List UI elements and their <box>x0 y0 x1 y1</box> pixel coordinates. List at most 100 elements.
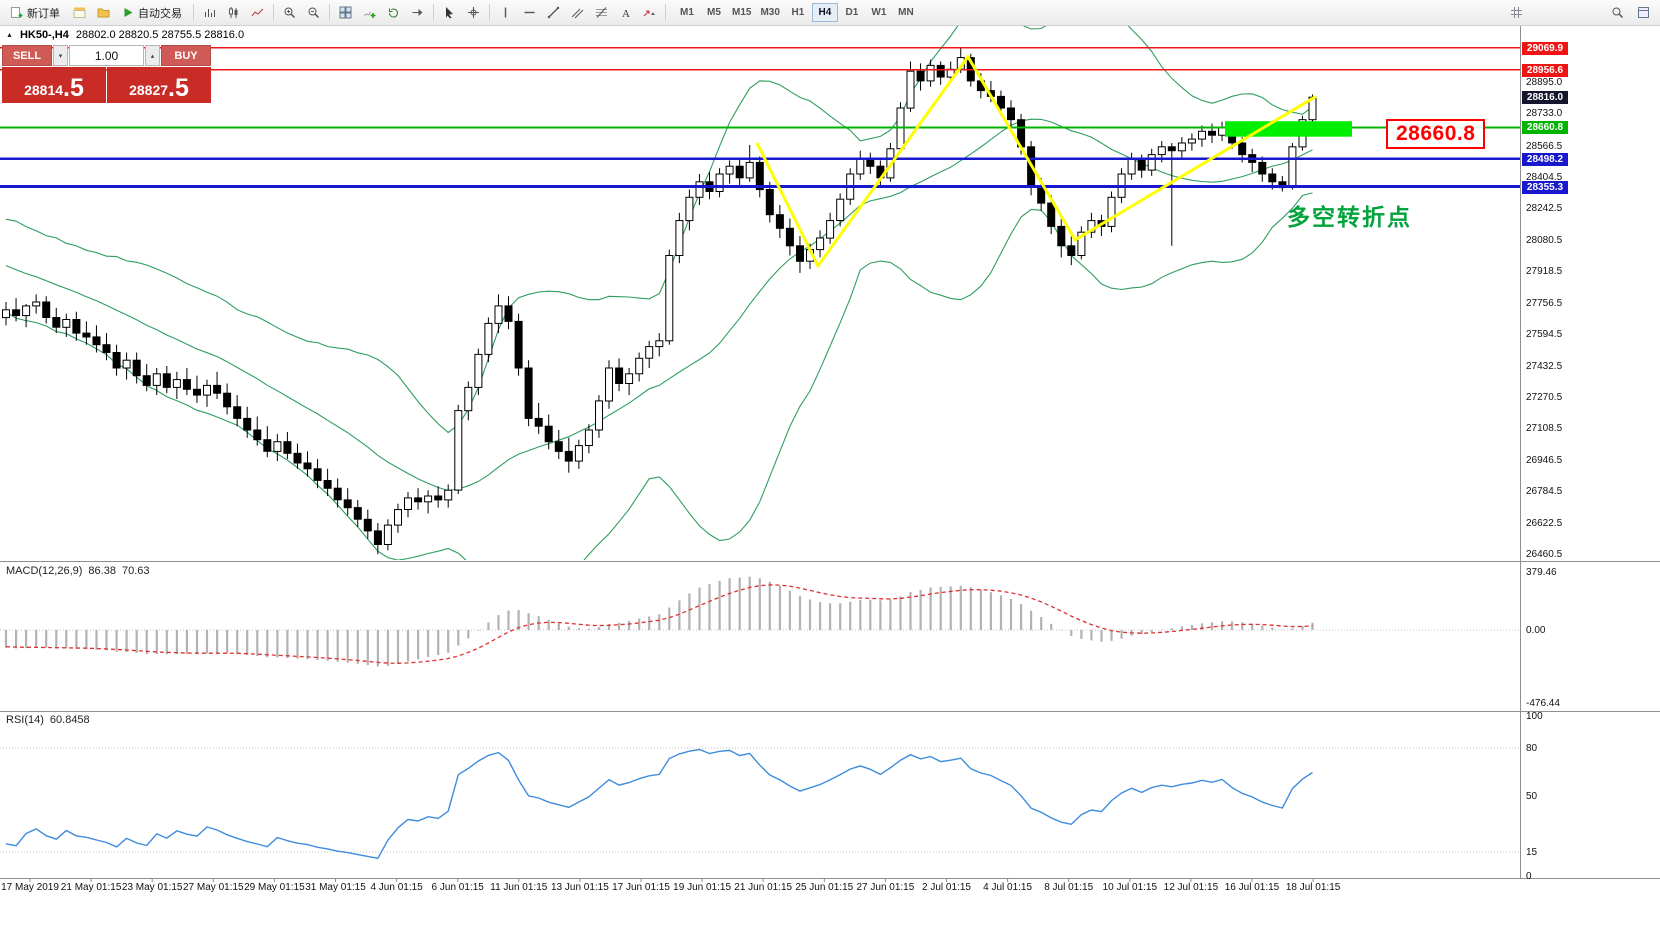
time-axis-label: 29 May 01:15 <box>244 882 305 893</box>
trendline-icon <box>547 6 560 19</box>
fibonacci-icon <box>596 7 607 18</box>
order-row: SELL ▾ ▴ BUY <box>2 45 211 66</box>
chart-caption: ▲ HK50-,H4 28802.0 28820.5 28755.5 28816… <box>6 29 244 41</box>
price-scale-label: 26460.5 <box>1526 549 1563 561</box>
price-scale-label: 27270.5 <box>1526 391 1563 403</box>
time-axis-label: 19 Jun 01:15 <box>673 882 732 893</box>
time-axis-label: 17 May 2019 <box>1 882 59 893</box>
zoom-in-icon <box>284 7 296 19</box>
timeframe-m30[interactable]: M30 <box>756 3 783 22</box>
new-order-icon <box>11 7 23 18</box>
timeframe-d1[interactable]: D1 <box>839 3 865 22</box>
vertical-line-button[interactable] <box>494 2 517 23</box>
indicators-button[interactable] <box>358 2 381 23</box>
time-axis-label: 4 Jun 01:15 <box>370 882 423 893</box>
volume-input[interactable] <box>69 45 144 66</box>
profiles-icon <box>97 8 110 18</box>
time-axis-label: 31 May 01:15 <box>305 882 366 893</box>
volume-decrease-button[interactable]: ▾ <box>53 45 68 66</box>
market-watch-button[interactable] <box>68 2 91 23</box>
indicators-icon <box>364 11 376 18</box>
timeframe-mn[interactable]: MN <box>893 3 919 22</box>
candlestick-chart-button[interactable] <box>222 2 245 23</box>
time-axis-label: 25 Jun 01:15 <box>795 882 854 893</box>
data-window-button[interactable] <box>1632 2 1655 23</box>
search-icon <box>1612 7 1624 19</box>
toolbar-spacer <box>1531 12 1603 13</box>
chart-marker-icon: ▲ <box>6 31 13 39</box>
zigzag-trendline[interactable] <box>755 54 1317 269</box>
auto-scroll-button[interactable] <box>382 2 405 23</box>
price-scale-label: 27432.5 <box>1526 360 1563 372</box>
new-order-button[interactable]: 新订单 <box>3 2 67 23</box>
arrows-button[interactable] <box>638 2 661 23</box>
data-window-icon <box>1638 7 1649 18</box>
tile-windows-button[interactable] <box>334 2 357 23</box>
rsi-scale-label: 15 <box>1526 847 1538 858</box>
search-button[interactable] <box>1606 2 1629 23</box>
auto-trading-button[interactable]: 自动交易 <box>116 2 189 23</box>
volume-increase-button[interactable]: ▴ <box>145 45 160 66</box>
price-scale-label: 28404.5 <box>1526 172 1563 183</box>
price-scale-label: 27756.5 <box>1526 297 1563 309</box>
toolbar-separator <box>665 4 666 21</box>
crosshair-button[interactable] <box>462 2 485 23</box>
time-scale[interactable]: 17 May 2019 21 May 01:15 23 May 01:15 27 Ma… <box>0 882 1660 897</box>
timeframe-m1[interactable]: M1 <box>674 3 700 22</box>
support-zone-rect[interactable] <box>1225 121 1352 137</box>
timeframe-h4[interactable]: H4 <box>811 3 838 22</box>
trendline-button[interactable] <box>542 2 565 23</box>
price-scale[interactable]: 28895.0 28733.0 28566.5 28404.5 28242.5 28080… <box>1521 26 1660 896</box>
candles-layer <box>2 47 1317 555</box>
auto-trading-label: 自动交易 <box>138 7 182 20</box>
price-scale-label: 27918.5 <box>1526 266 1563 278</box>
time-axis-label: 2 Jul 01:15 <box>922 882 971 893</box>
bar-chart-button[interactable] <box>198 2 221 23</box>
new-order-label: 新订单 <box>27 7 60 20</box>
crosshair-icon <box>468 7 479 18</box>
horizontal-line-icon <box>524 11 535 14</box>
auto-scroll-icon <box>388 8 398 18</box>
macd-scale-label: 0.00 <box>1526 625 1546 636</box>
chart-shift-button[interactable] <box>406 2 429 23</box>
zoom-out-button[interactable] <box>302 2 325 23</box>
grid-button[interactable] <box>1505 2 1528 23</box>
bar-chart-icon <box>205 9 215 17</box>
buy-button[interactable]: BUY <box>161 45 211 66</box>
macd-panel <box>0 576 1520 667</box>
timeframe-m5[interactable]: M5 <box>701 3 727 22</box>
cursor-button[interactable] <box>438 2 461 23</box>
zoom-in-button[interactable] <box>278 2 301 23</box>
tile-windows-icon <box>339 6 352 19</box>
horizontal-line-button[interactable] <box>518 2 541 23</box>
candlestick-chart-icon <box>229 7 238 18</box>
price-level-badge: 28355.3 <box>1522 180 1568 194</box>
text-button[interactable]: A <box>614 2 637 23</box>
timeframe-m15[interactable]: M15 <box>728 3 755 22</box>
rsi-panel <box>0 747 1520 860</box>
profiles-button[interactable] <box>92 2 115 23</box>
sell-price-box[interactable]: 28814.5 <box>2 67 106 103</box>
arrows-icon <box>643 10 655 17</box>
time-axis-label: 12 Jul 01:15 <box>1163 882 1219 893</box>
time-axis-label: 18 Jul 01:15 <box>1285 882 1341 893</box>
line-chart-button[interactable] <box>246 2 269 23</box>
buy-price-main: 28827 <box>129 82 169 98</box>
chart-ohlc-values: 28802.0 28820.5 28755.5 28816.0 <box>75 29 245 41</box>
toolbar-right-group <box>1505 2 1657 23</box>
bollinger-band <box>5 118 1313 492</box>
time-axis-label: 4 Jul 01:15 <box>983 882 1033 893</box>
fibonacci-button[interactable] <box>590 2 613 23</box>
time-axis-label: 16 Jul 01:15 <box>1224 882 1280 893</box>
price-level-badge: 28956.6 <box>1522 63 1568 77</box>
toolbar-separator <box>433 4 434 21</box>
time-axis-label: 11 Jun 01:15 <box>490 882 548 893</box>
timeframe-h1[interactable]: H1 <box>785 3 811 22</box>
timeframe-w1[interactable]: W1 <box>866 3 892 22</box>
chart-symbol-period: HK50-,H4 <box>19 29 69 41</box>
equidistant-channel-button[interactable] <box>566 2 589 23</box>
price-level-label: 28660.8 <box>1386 119 1486 149</box>
buy-price-box[interactable]: 28827.5 <box>107 67 211 103</box>
sell-button[interactable]: SELL <box>2 45 52 66</box>
